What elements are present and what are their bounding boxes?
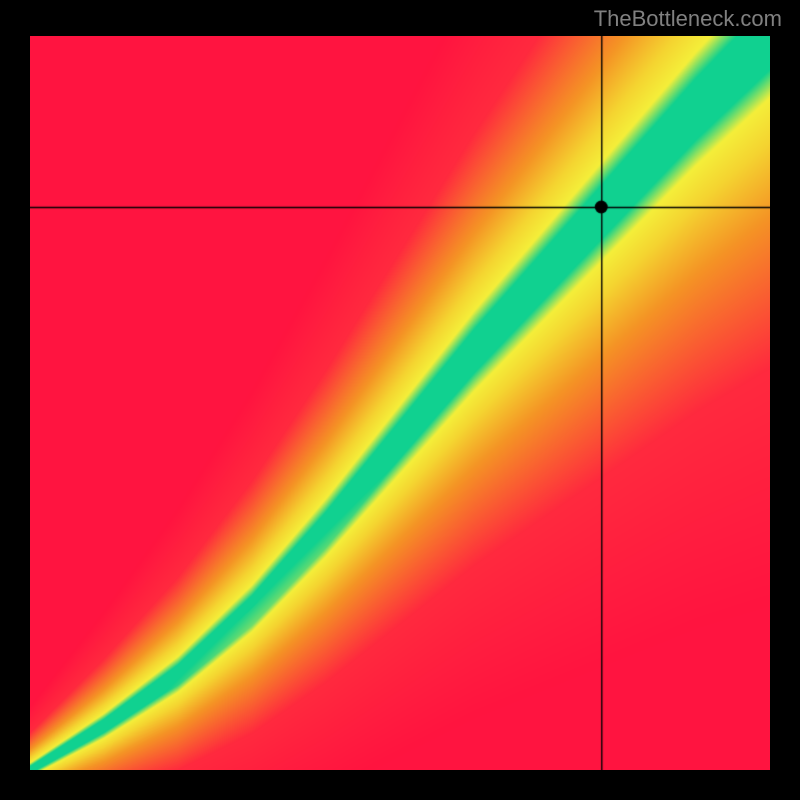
heatmap-canvas xyxy=(30,36,770,770)
chart-container: TheBottleneck.com xyxy=(0,0,800,800)
watermark-text: TheBottleneck.com xyxy=(594,6,782,32)
heatmap-plot xyxy=(30,36,770,770)
